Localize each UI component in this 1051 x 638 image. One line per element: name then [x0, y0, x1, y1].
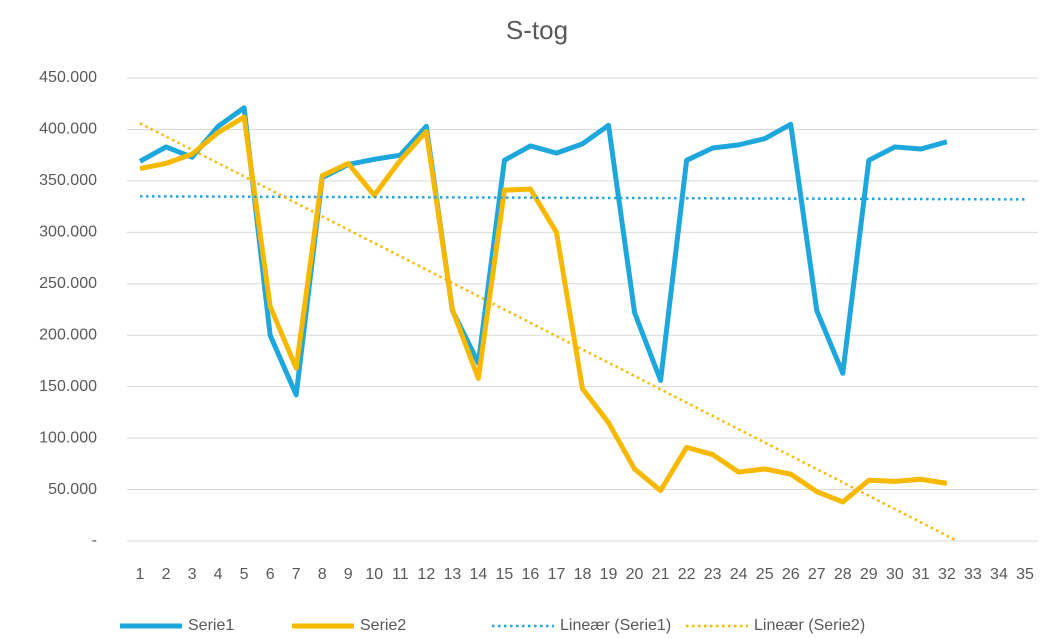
- legend-label: Lineær (Serie2): [754, 617, 865, 634]
- x-tick-label: 24: [730, 566, 748, 583]
- y-tick-label: 450.000: [39, 69, 97, 86]
- x-tick-label: 14: [469, 566, 487, 583]
- y-tick-label: 250.000: [39, 275, 97, 292]
- x-tick-label: 28: [834, 566, 852, 583]
- y-tick-label: 200.000: [39, 326, 97, 343]
- x-tick-label: 12: [417, 566, 435, 583]
- x-tick-label: 4: [214, 566, 223, 583]
- x-tick-label: 29: [860, 566, 878, 583]
- x-tick-label: 8: [318, 566, 327, 583]
- x-tick-label: 25: [756, 566, 774, 583]
- trendline: [139, 122, 958, 543]
- y-tick-label: -: [92, 532, 97, 549]
- x-tick-label: 13: [443, 566, 461, 583]
- series-line: [138, 105, 948, 398]
- y-tick-label: 150.000: [39, 378, 97, 395]
- x-tick-label: 18: [574, 566, 592, 583]
- x-tick-label: 16: [522, 566, 540, 583]
- chart-title: S-tog: [506, 15, 568, 45]
- x-tick-label: 30: [886, 566, 904, 583]
- x-tick-label: 1: [136, 566, 145, 583]
- x-tick-label: 19: [600, 566, 618, 583]
- y-tick-label: 100.000: [39, 429, 97, 446]
- x-tick-label: 9: [344, 566, 353, 583]
- legend-label: Serie2: [360, 617, 406, 634]
- legend-label: Lineær (Serie1): [560, 617, 671, 634]
- x-tick-label: 3: [188, 566, 197, 583]
- x-tick-label: 32: [938, 566, 956, 583]
- legend-label: Serie1: [188, 617, 234, 634]
- series-line: [139, 114, 948, 505]
- x-tick-label: 21: [652, 566, 670, 583]
- trendline: [140, 195, 1025, 201]
- y-tick-label: 50.000: [48, 481, 97, 498]
- x-tick-label: 20: [626, 566, 644, 583]
- x-tick-label: 2: [162, 566, 171, 583]
- x-tick-label: 33: [964, 566, 982, 583]
- x-tick-label: 5: [240, 566, 249, 583]
- x-tick-label: 31: [912, 566, 930, 583]
- x-tick-label: 22: [678, 566, 696, 583]
- y-tick-label: 400.000: [39, 121, 97, 138]
- x-tick-label: 35: [1016, 566, 1034, 583]
- x-tick-label: 23: [704, 566, 722, 583]
- y-tick-label: 300.000: [39, 224, 97, 241]
- x-tick-label: 27: [808, 566, 826, 583]
- y-tick-label: 350.000: [39, 172, 97, 189]
- x-tick-label: 11: [392, 566, 409, 583]
- x-tick-label: 15: [496, 566, 514, 583]
- x-tick-label: 17: [548, 566, 566, 583]
- x-tick-label: 34: [990, 566, 1008, 583]
- x-tick-label: 6: [266, 566, 275, 583]
- x-tick-label: 26: [782, 566, 800, 583]
- x-tick-label: 10: [365, 566, 383, 583]
- x-tick-label: 7: [292, 566, 301, 583]
